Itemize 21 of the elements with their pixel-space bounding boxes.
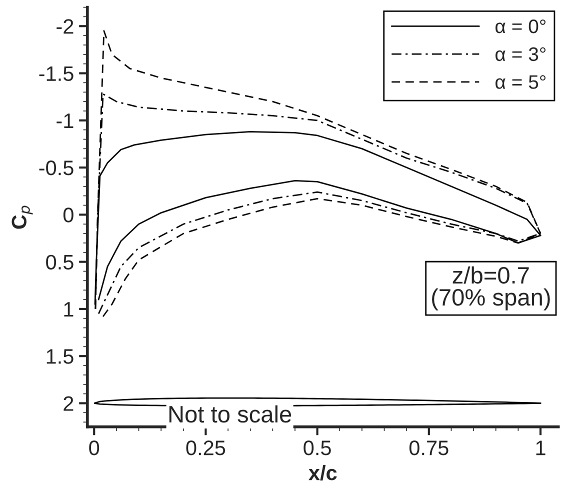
y-tick-label: -1.5 (39, 66, 74, 82)
y-tick-label: 1.5 (46, 349, 74, 364)
y-tick-label: 0.5 (46, 254, 74, 270)
x-tick-label: 0.25 (186, 440, 226, 456)
x-tick-label: 0 (89, 440, 100, 456)
y-tick-label: -2 (56, 19, 74, 34)
y-tick-label: 0 (63, 208, 74, 222)
y-tick-label: 1 (64, 302, 74, 317)
annotation: Not to scale (169, 405, 292, 423)
y-tick-label: 2 (64, 396, 74, 411)
y-tick-label: -1 (56, 114, 74, 128)
x-tick-label: 0.75 (409, 440, 448, 456)
legend-label: α = 0° (496, 19, 546, 34)
x-axis-title: x/c (308, 464, 337, 480)
x-tick-label: 1 (536, 440, 546, 456)
legend-label: α = 3° (496, 47, 546, 62)
legend-label: α = 5° (496, 75, 546, 89)
x-tick-label: 0.5 (304, 440, 331, 456)
y-tick-label: -0.5 (39, 160, 74, 176)
y-axis-title: C$_{p}$ (12, 206, 33, 229)
annotation: z/b=0.7 (70% span) (432, 266, 550, 310)
